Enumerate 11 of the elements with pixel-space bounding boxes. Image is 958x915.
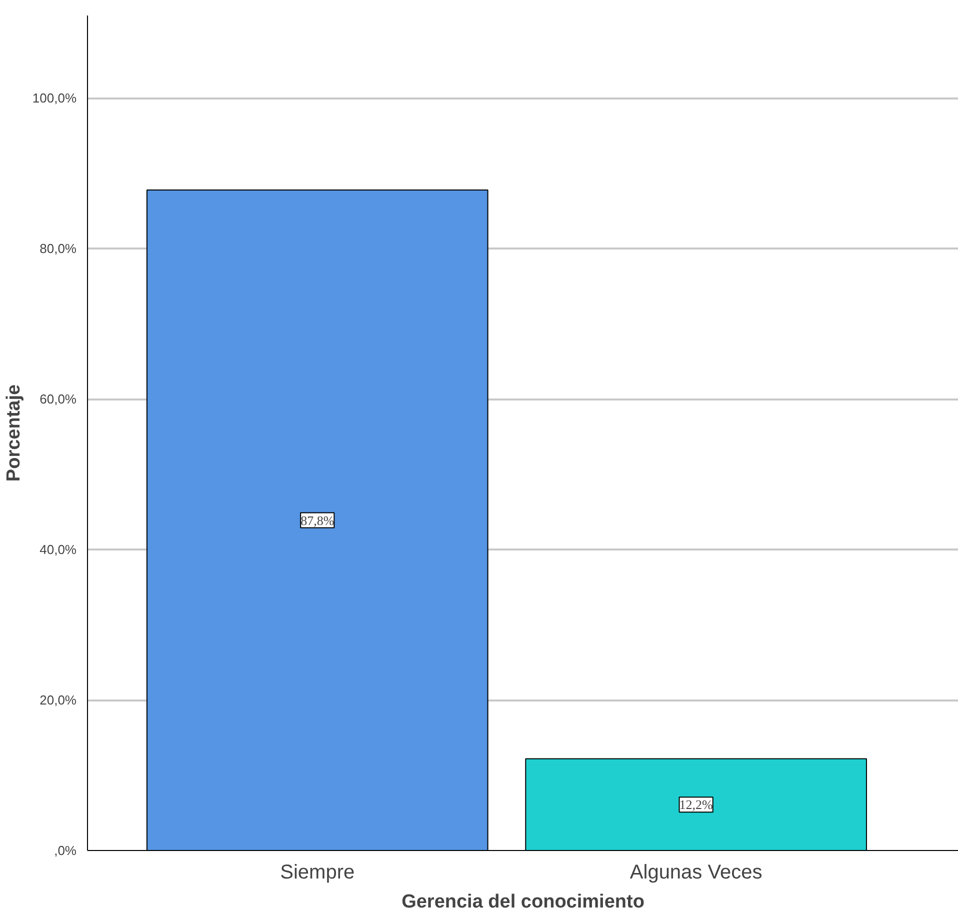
y-tick-label: 20,0%	[40, 692, 77, 708]
x-axis-title: Gerencia del conocimiento	[402, 892, 644, 912]
y-tick-label: 100,0%	[32, 90, 77, 106]
x-tick-label: Siempre	[280, 862, 355, 884]
data-label: 12,2%	[679, 797, 714, 812]
y-tick-label: 60,0%	[40, 392, 77, 407]
x-tick-label: Algunas Veces	[630, 862, 762, 884]
y-tick-label: 80,0%	[40, 241, 77, 256]
y-tick-label: ,0%	[54, 843, 77, 858]
y-tick-label: 40,0%	[40, 542, 77, 558]
y-axis-title: Porcentaje	[3, 384, 24, 482]
